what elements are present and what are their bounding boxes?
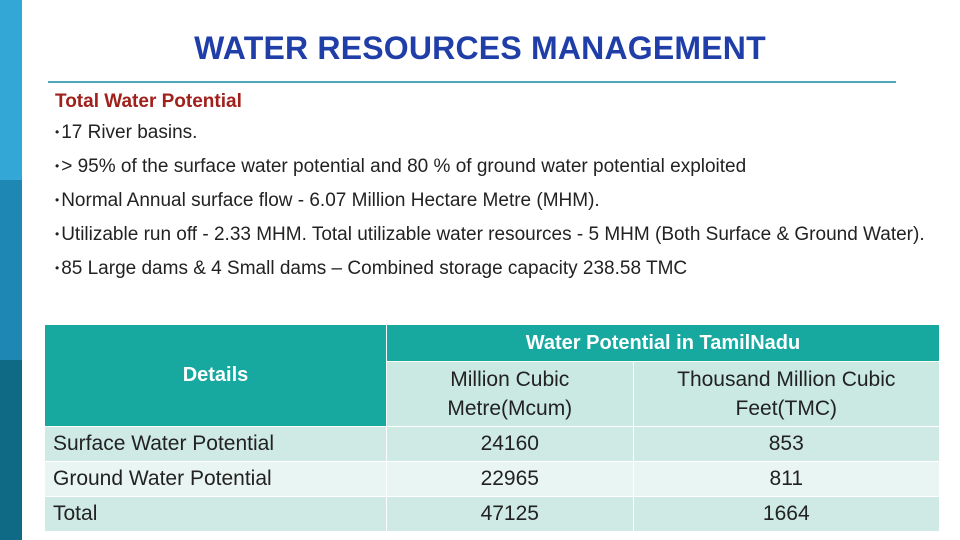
table-row: Ground Water Potential 22965 811 [44, 461, 941, 497]
table-row: Total 47125 1664 [44, 496, 941, 532]
accent-bar-bottom [0, 360, 22, 540]
mcum-value: 22965 [386, 461, 634, 497]
accent-bar-middle [0, 180, 22, 360]
accent-bar-top [0, 0, 22, 180]
row-label: Ground Water Potential [44, 461, 387, 497]
details-header: Details [44, 324, 387, 427]
group-header: Water Potential in TamilNadu [386, 324, 940, 362]
bullet-item: • 85 Large dams & 4 Small dams – Combined… [55, 257, 941, 280]
bullet-item: • > 95% of the surface water potential an… [55, 155, 941, 178]
row-label: Surface Water Potential [44, 426, 387, 462]
section-subtitle: Total Water Potential [55, 91, 242, 112]
unit-header-row: Million Cubic Metre(Mcum) Thousand Milli… [45, 361, 941, 427]
bullet-item: • 17 River basins. [55, 121, 941, 144]
mcum-value: 24160 [386, 426, 634, 462]
table-row: Surface Water Potential 24160 853 [44, 426, 941, 462]
bullet-text: Normal Annual surface flow - 6.07 Millio… [61, 190, 600, 211]
table-header-row: Details Water Potential in TamilNadu [44, 324, 940, 427]
unit-header-mcum: Million Cubic Metre(Mcum) [386, 361, 634, 427]
row-label: Total [44, 496, 387, 532]
title-divider [48, 81, 896, 83]
slide-title: WATER RESOURCES MANAGEMENT [194, 30, 766, 66]
tmc-value: 811 [632, 461, 941, 497]
bullet-marker: • [55, 261, 60, 275]
bullet-text: > 95% of the surface water potential and… [61, 156, 747, 177]
bullet-item: • Normal Annual surface flow - 6.07 Milli… [55, 189, 941, 212]
water-potential-table: Details Water Potential in TamilNadu Mil… [44, 324, 941, 532]
bullet-list: • 17 River basins. • > 95% of the surface … [55, 121, 941, 291]
tmc-value: 1664 [632, 496, 941, 532]
bullet-marker: • [55, 193, 60, 207]
mcum-value: 47125 [386, 496, 634, 532]
tmc-value: 853 [632, 426, 941, 462]
bullet-marker: • [55, 159, 60, 173]
bullet-marker: • [55, 125, 60, 139]
unit-header-tmc: Thousand Million Cubic Feet(TMC) [632, 361, 941, 427]
bullet-text: 85 Large dams & 4 Small dams – Combined … [61, 258, 688, 279]
bullet-text: 17 River basins. [61, 122, 198, 143]
bullet-text: Utilizable run off - 2.33 MHM. Total uti… [61, 224, 925, 245]
bullet-item: • Utilizable run off - 2.33 MHM. Total ut… [55, 223, 941, 246]
bullet-marker: • [55, 227, 60, 241]
